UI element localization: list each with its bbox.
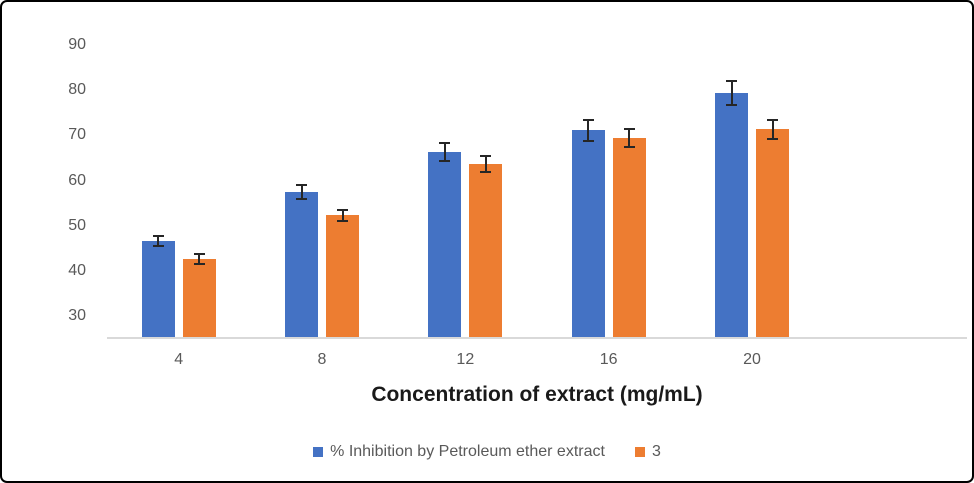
legend: % Inhibition by Petroleum ether extract … [2, 443, 972, 461]
bar-series1-cat16 [612, 137, 646, 337]
x-tick-label-8: 8 [317, 351, 327, 368]
errorbar-series0-cat4 [152, 234, 164, 247]
y-tick-label-90: 90 [68, 35, 86, 53]
y-tick-label-40: 40 [68, 262, 86, 280]
errorbar-line [300, 185, 303, 198]
errorbar-line [587, 120, 590, 140]
legend-swatch-blue-icon [313, 447, 324, 457]
errorbar-line [771, 120, 774, 138]
bar-series1-cat8 [326, 215, 359, 337]
bar-series0-cat16 [571, 130, 605, 337]
errorbar-line [341, 210, 344, 221]
errorbar-series1-cat16 [623, 127, 635, 149]
plot-area [107, 22, 967, 339]
errorbar-series0-cat20 [726, 79, 737, 107]
errorbar-line [198, 254, 201, 263]
errorbar-line [628, 129, 631, 147]
legend-label-series0: % Inhibition by Petroleum ether extract [330, 443, 605, 460]
bar-series0-cat8 [285, 191, 318, 337]
legend-item-series1: 3 [634, 443, 661, 461]
errorbar-series1-cat8 [337, 208, 348, 223]
errorbar-series0-cat8 [296, 183, 307, 200]
errorbar-line [443, 144, 446, 161]
errorbar-series1-cat4 [193, 252, 205, 265]
x-tick-label-16: 16 [599, 351, 618, 368]
legend-swatch-orange-icon [634, 447, 645, 457]
y-tick-label-70: 70 [68, 126, 86, 144]
errorbar-line [484, 156, 487, 171]
errorbar-series1-cat20 [767, 118, 778, 140]
y-tick-label-60: 60 [68, 171, 86, 189]
errorbar-line [157, 236, 160, 245]
bar-series1-cat12 [469, 163, 503, 337]
x-tick-label-12: 12 [456, 351, 475, 368]
x-tick-label-20: 20 [743, 351, 761, 368]
y-tick-label-80: 80 [68, 80, 86, 98]
errorbar-series1-cat12 [480, 154, 492, 173]
y-tick-label-50: 50 [68, 216, 86, 234]
errorbar-series0-cat12 [439, 142, 451, 163]
errorbar-series0-cat16 [582, 118, 594, 142]
y-tick-label-30: 30 [68, 307, 86, 325]
errorbar-line [730, 81, 733, 105]
bar-series1-cat4 [182, 258, 216, 337]
bar-series0-cat20 [715, 93, 748, 337]
bar-series1-cat20 [756, 129, 789, 337]
x-tick-label-4: 4 [174, 351, 184, 368]
legend-item-series0: % Inhibition by Petroleum ether extract [313, 443, 605, 461]
legend-label-series1: 3 [651, 443, 661, 460]
bar-series0-cat12 [428, 152, 462, 337]
x-axis-title: Concentration of extract (mg/mL) [371, 383, 703, 406]
bar-series0-cat4 [141, 240, 175, 337]
